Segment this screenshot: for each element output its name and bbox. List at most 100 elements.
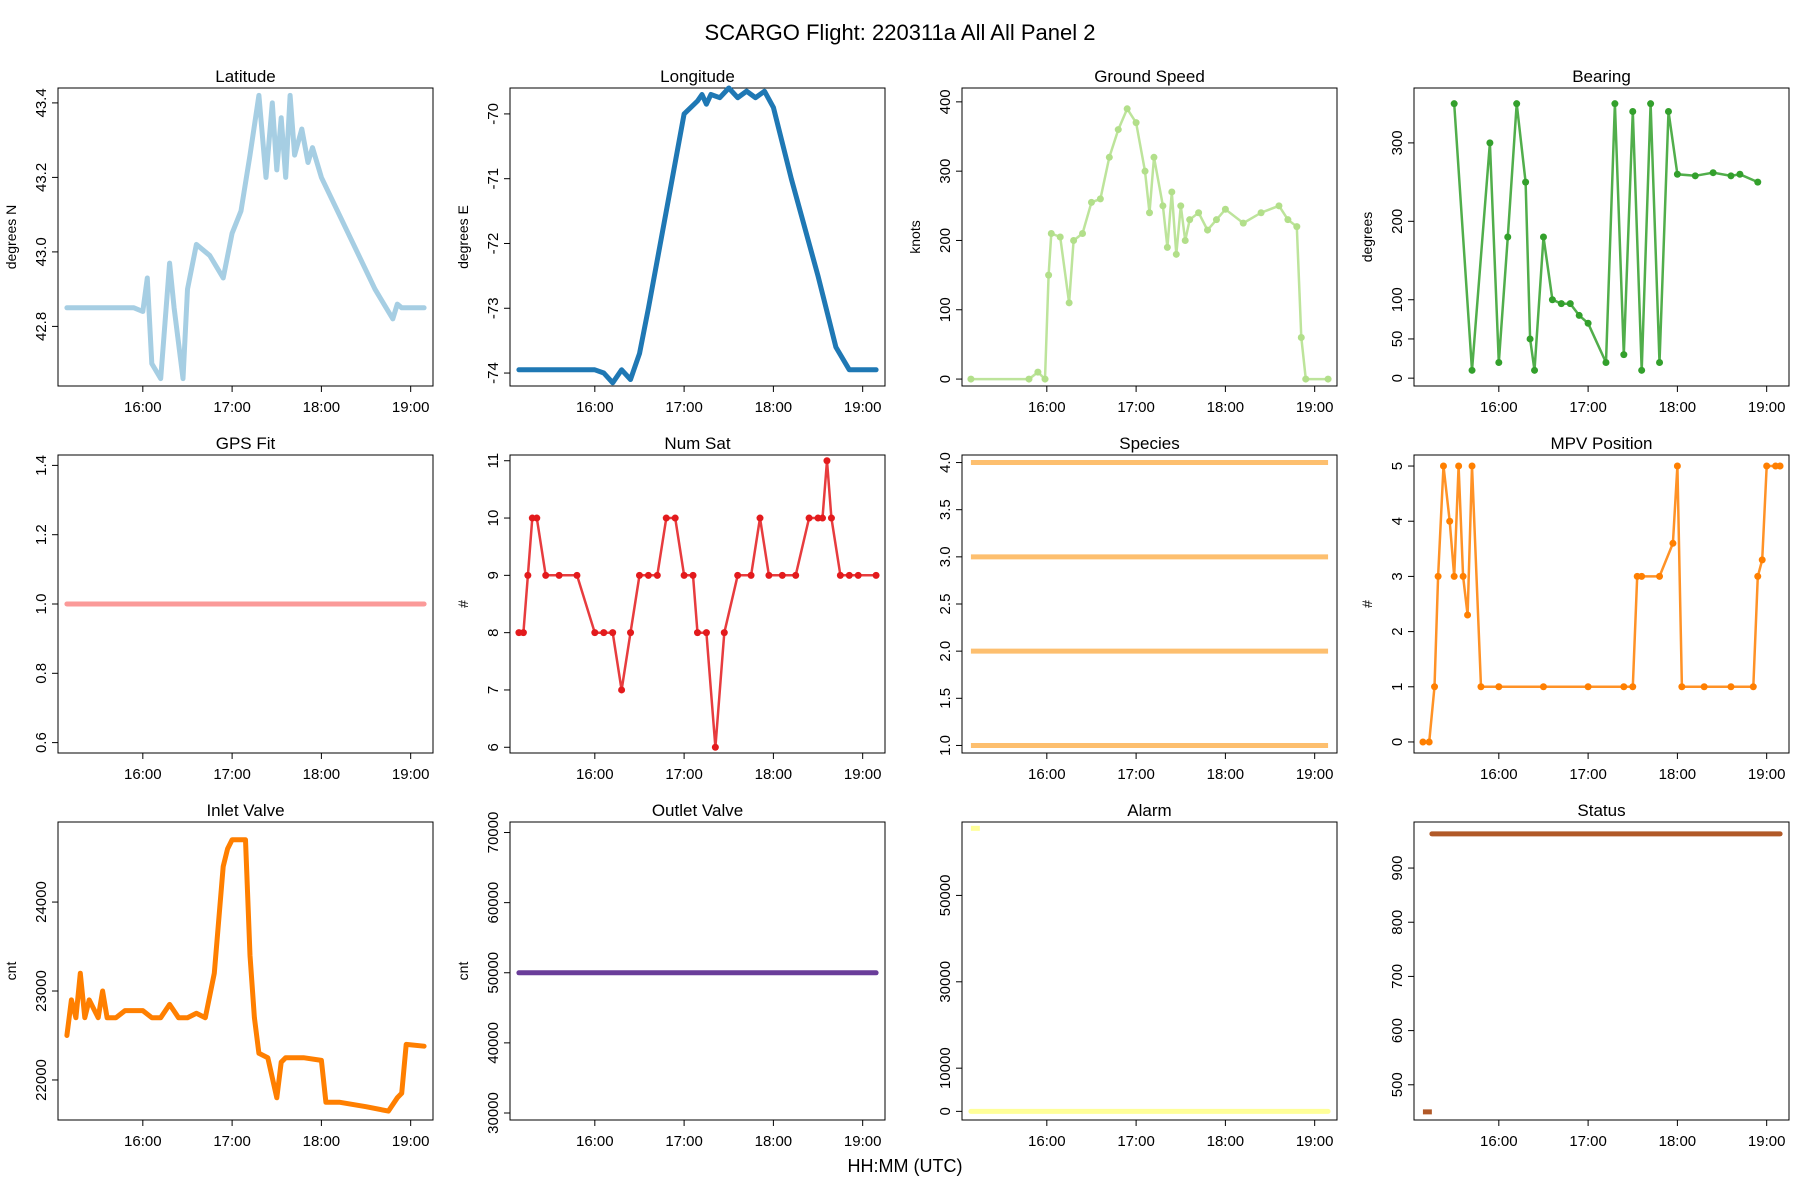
data-point <box>542 571 550 579</box>
plot-frame <box>509 454 886 754</box>
data-point <box>845 571 853 579</box>
data-point <box>1557 300 1565 308</box>
panel-nsat: Num Sat 16:00 17:00 18:00 19:00 6 7 8 9 10 11 # <box>455 434 886 783</box>
figure-x-axis-label: HH:MM (UTC) <box>848 1156 963 1176</box>
y-tick-label: 3 <box>1389 572 1406 580</box>
data-point <box>694 629 701 637</box>
data-trace <box>1422 464 1781 744</box>
y-tick-label: 30000 <box>937 961 954 1003</box>
data-point <box>1566 300 1574 308</box>
x-tick-label: 16:00 <box>1480 766 1518 783</box>
panel-title: Status <box>1577 801 1625 820</box>
data-point <box>1664 108 1672 116</box>
y-tick-label: -74 <box>485 362 502 384</box>
data-point <box>1656 572 1664 580</box>
x-tick-label: 19:00 <box>1296 1133 1334 1150</box>
series-lat <box>64 92 427 382</box>
data-point <box>519 629 527 637</box>
data-point <box>720 629 728 637</box>
y-tick-label: 7 <box>485 686 502 694</box>
data-point <box>1163 243 1171 251</box>
data-point <box>555 571 563 579</box>
data-point <box>1647 100 1655 108</box>
x-tick-label: 16:00 <box>124 1133 162 1150</box>
y-tick-label: 0.8 <box>33 663 50 684</box>
plot-frame <box>961 87 1338 387</box>
y-tick-label: 4.0 <box>937 452 954 473</box>
data-point <box>609 629 617 637</box>
y-tick-label: 1.5 <box>937 688 954 709</box>
data-point <box>1531 366 1539 374</box>
data-point <box>756 514 764 522</box>
data-point <box>1025 375 1033 383</box>
panel-title: Bearing <box>1572 67 1631 86</box>
data-point <box>1302 375 1310 383</box>
data-point <box>627 629 635 637</box>
y-tick-label: 24000 <box>33 881 50 923</box>
y-tick-label: 0.6 <box>33 732 50 753</box>
data-line <box>64 837 427 1114</box>
x-tick-label: 18:00 <box>1207 766 1245 783</box>
data-point <box>1526 335 1534 343</box>
x-tick-label: 17:00 <box>1117 399 1155 416</box>
y-tick-label: 43.4 <box>33 88 50 117</box>
data-line <box>516 85 879 386</box>
data-point <box>1758 556 1766 564</box>
x-tick-label: 19:00 <box>1748 766 1786 783</box>
data-point <box>591 629 599 637</box>
data-point <box>671 514 679 522</box>
x-tick-label: 16:00 <box>1480 399 1518 416</box>
x-tick-label: 18:00 <box>1659 1133 1697 1150</box>
y-axis-label: degrees <box>1359 212 1375 263</box>
y-tick-label: -73 <box>485 297 502 319</box>
x-tick-label: 16:00 <box>576 1133 614 1150</box>
panel-title: Latitude <box>215 67 276 86</box>
plot-frame <box>961 821 1338 1121</box>
x-tick-label: 17:00 <box>1117 1133 1155 1150</box>
x-tick-label: 19:00 <box>1748 1133 1786 1150</box>
y-tick-label: 40000 <box>485 1022 502 1064</box>
data-point <box>1749 683 1757 691</box>
y-tick-label: 700 <box>1389 964 1406 989</box>
data-point <box>1727 172 1735 180</box>
data-point <box>1065 299 1073 307</box>
data-point <box>854 571 862 579</box>
x-tick-label: 18:00 <box>1659 766 1697 783</box>
y-tick-label: 60000 <box>485 882 502 924</box>
data-point <box>734 571 742 579</box>
panel-lat: Latitude 16:00 17:00 18:00 19:00 42.8 43.0 43.2… <box>3 67 434 416</box>
y-tick-label: 5 <box>1389 462 1406 470</box>
panel-alarm: Alarm 16:00 17:00 18:00 19:00 0 10000 30000 5000… <box>937 801 1338 1150</box>
data-point <box>1602 358 1610 366</box>
y-tick-label: 70000 <box>485 812 502 854</box>
data-point <box>600 629 608 637</box>
data-line <box>64 92 427 382</box>
data-point <box>1431 683 1439 691</box>
data-point <box>635 571 643 579</box>
y-tick-label: 50000 <box>485 952 502 994</box>
y-axis-label: cnt <box>3 962 19 981</box>
x-tick-label: 19:00 <box>844 766 882 783</box>
data-trace <box>1452 103 1759 371</box>
series-spc <box>970 460 1329 748</box>
x-tick-label: 18:00 <box>1659 399 1697 416</box>
y-tick-label: 22000 <box>33 1059 50 1101</box>
data-point <box>1522 178 1530 186</box>
y-tick-label: 50000 <box>937 875 954 917</box>
data-point <box>1070 236 1078 244</box>
data-point <box>1434 572 1442 580</box>
data-point <box>1673 462 1681 470</box>
y-tick-label: -72 <box>485 233 502 255</box>
data-point <box>1450 100 1458 108</box>
data-point <box>1041 375 1049 383</box>
y-tick-label: 2.5 <box>937 594 954 615</box>
panel-spc: Species 16:00 17:00 18:00 19:00 1.0 1.5 2.0 2.5 3… <box>937 434 1338 783</box>
x-tick-label: 17:00 <box>665 399 703 416</box>
data-point <box>1611 100 1619 108</box>
data-point <box>1105 153 1113 161</box>
plot-frame <box>509 821 886 1121</box>
data-point <box>689 571 697 579</box>
data-point <box>1575 311 1583 319</box>
data-point <box>823 457 831 465</box>
